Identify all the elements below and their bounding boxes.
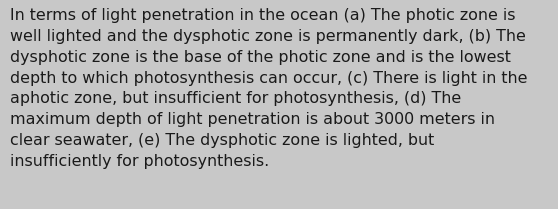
Text: In terms of light penetration in the ocean (a) The photic zone is
well lighted a: In terms of light penetration in the oce… [10, 8, 527, 169]
